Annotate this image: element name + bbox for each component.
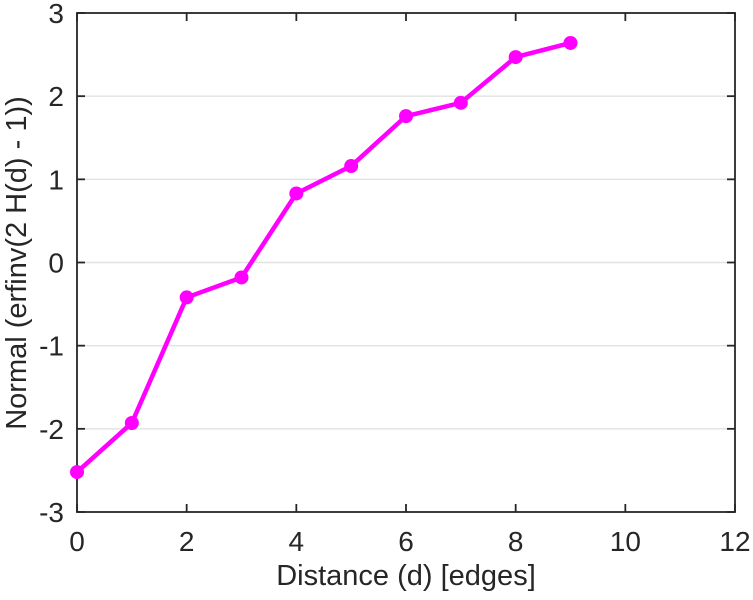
x-tick-label: 12 [719,526,750,557]
data-line [74,40,573,475]
y-tick-label: -3 [39,497,64,528]
y-tick-label: 2 [48,81,64,112]
y-tick-label: -1 [39,331,64,362]
y-axis-label: Normal (erfinv(2 H(d) - 1)) [1,96,33,430]
y-tick-label: 1 [48,164,64,195]
x-tick-label: 8 [508,526,524,557]
data-point-marker [234,270,249,285]
x-tick-label: 0 [69,526,85,557]
data-point-marker [508,50,523,65]
data-point-marker [453,95,468,110]
data-point-marker [289,186,304,201]
data-point-marker [179,290,194,305]
x-tick-label: 4 [289,526,305,557]
data-point-marker [344,159,359,174]
grid-layer [77,95,735,430]
data-series-layer [70,35,578,480]
x-axis-label: Distance (d) [edges] [276,560,536,592]
x-tick-label: 2 [179,526,195,557]
data-point-marker [399,109,413,124]
axis-layer [76,12,736,513]
x-tick-label: 10 [610,526,641,557]
data-point-marker [70,465,84,480]
data-point-marker [563,35,578,50]
y-tick-label: 3 [48,0,64,29]
y-tick-label: 0 [48,248,64,279]
x-tick-label: 6 [398,526,414,557]
data-point-marker [124,416,139,431]
y-tick-label: -2 [39,414,64,445]
